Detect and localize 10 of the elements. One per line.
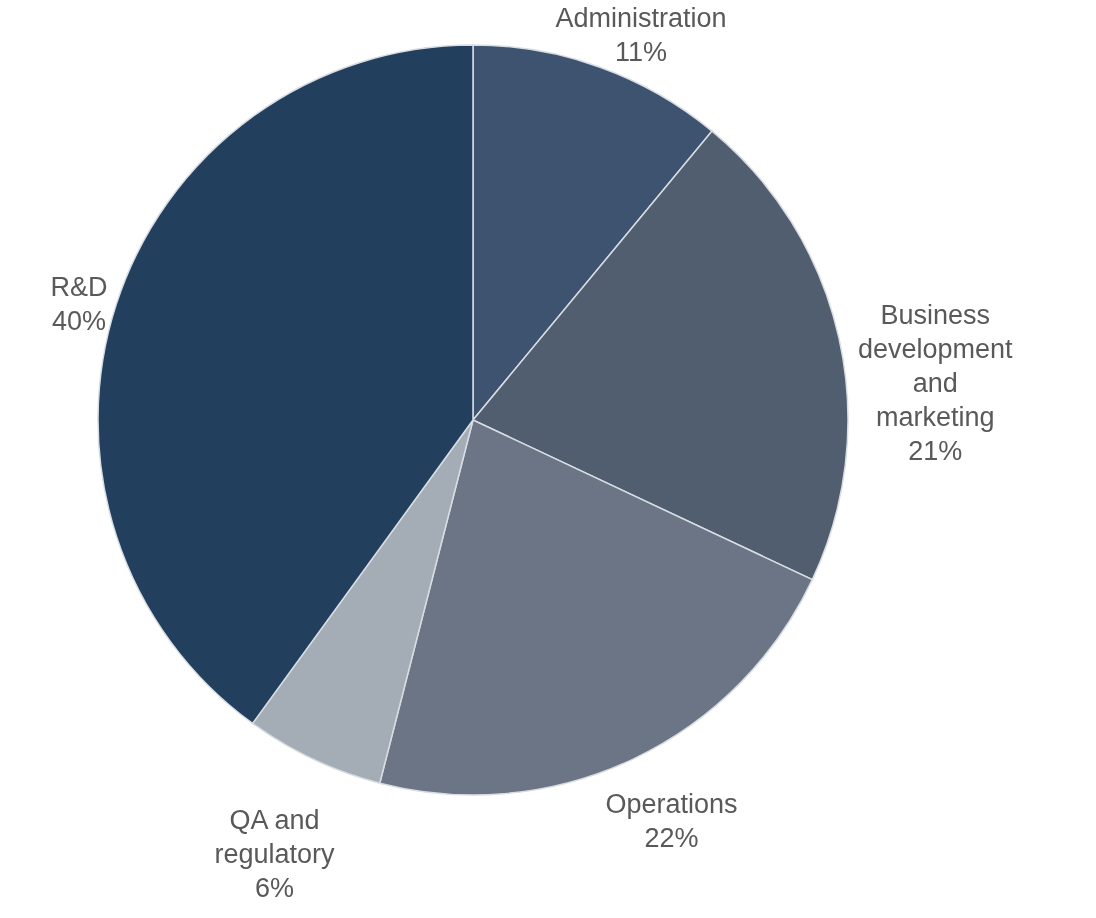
data-label: 11%	[614, 37, 668, 68]
data-label: 21%	[908, 435, 963, 466]
data-label: 6%	[254, 872, 294, 903]
data-label: 40%	[51, 306, 107, 337]
slice-label: Business development and marketing	[857, 299, 1014, 432]
slice-label: QA and regulatory	[214, 804, 335, 869]
slice-label: R&D	[50, 272, 108, 303]
slice-label: Operations	[605, 789, 738, 820]
slice-label: Administration	[555, 3, 727, 34]
data-label: 22%	[644, 823, 699, 854]
